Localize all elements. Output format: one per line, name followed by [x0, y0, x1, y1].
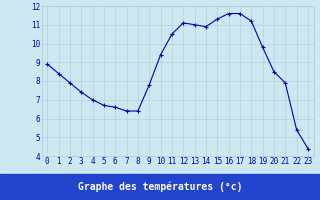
Text: Graphe des températures (°c): Graphe des températures (°c) — [78, 182, 242, 192]
